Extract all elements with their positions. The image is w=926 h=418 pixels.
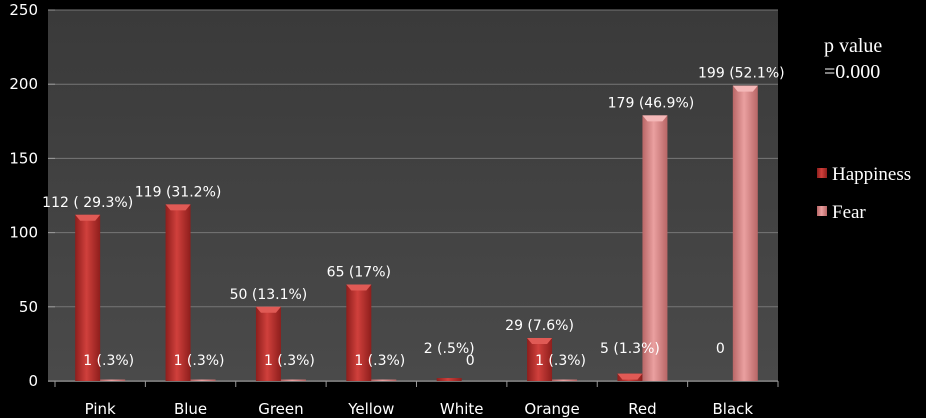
- y-tick-label: 100: [9, 224, 38, 242]
- bar-fear: [552, 379, 578, 381]
- bar-happiness: [255, 306, 281, 381]
- bar-fear: [642, 115, 668, 381]
- bar-happiness: [75, 214, 101, 381]
- bar-cap: [527, 337, 553, 344]
- bar-cap: [165, 204, 191, 211]
- y-tick-label: 50: [19, 298, 38, 316]
- bar-happiness: [527, 337, 553, 381]
- x-tick-label: White: [440, 400, 484, 418]
- x-tick-label: Green: [258, 400, 303, 418]
- bar-fear: [100, 379, 126, 381]
- data-label: 199 (52.1%): [698, 66, 785, 82]
- x-tick-label: Orange: [524, 400, 579, 418]
- y-tick-label: 250: [9, 1, 38, 19]
- data-label: 1 (.3%): [174, 353, 225, 369]
- x-tick-label: Red: [628, 400, 657, 418]
- data-label: 5 (1.3%): [600, 341, 660, 357]
- data-label: 119 (31.2%): [135, 184, 222, 200]
- data-label: 0: [716, 341, 725, 357]
- bar-fear: [280, 379, 306, 381]
- bar-happiness: [346, 284, 372, 381]
- bar-cap: [732, 85, 758, 92]
- x-tick-label: Black: [713, 400, 754, 418]
- bar-cap: [642, 115, 668, 122]
- y-tick-label: 200: [9, 75, 38, 93]
- bar-cap: [255, 306, 281, 313]
- bar-cap: [346, 284, 372, 291]
- x-tick-label: Pink: [85, 400, 116, 418]
- legend-label: Happiness: [832, 164, 911, 185]
- x-tick-label: Blue: [174, 400, 207, 418]
- data-label: 1 (.3%): [535, 353, 586, 369]
- data-label: 112 ( 29.3%): [42, 195, 133, 211]
- data-label: 2 (.5%): [424, 341, 475, 357]
- bar-cap: [617, 373, 643, 380]
- data-label: 50 (13.1%): [230, 287, 308, 303]
- y-tick-label: 150: [9, 149, 38, 167]
- p-value-line1: p value: [824, 35, 882, 57]
- data-label: 65 (17%): [327, 265, 391, 281]
- bar-fear: [371, 379, 397, 381]
- data-label: 29 (7.6%): [505, 318, 574, 334]
- bar-happiness: [436, 378, 462, 381]
- data-label: 0: [466, 353, 475, 369]
- data-label: 1 (.3%): [264, 353, 315, 369]
- legend-label: Fear: [832, 202, 866, 223]
- data-label: 179 (46.9%): [608, 95, 695, 111]
- legend-swatch: [817, 168, 827, 178]
- data-label: 1 (.3%): [83, 353, 134, 369]
- p-value-line2: =0.000: [824, 61, 880, 83]
- bar-happiness: [165, 204, 191, 381]
- bar-cap: [75, 214, 101, 221]
- legend-swatch: [817, 206, 827, 216]
- bar-fear: [732, 85, 758, 382]
- x-tick-label: Yellow: [347, 400, 394, 418]
- data-label: 1 (.3%): [354, 353, 405, 369]
- y-tick-label: 0: [28, 372, 38, 390]
- bar-fear: [190, 379, 216, 381]
